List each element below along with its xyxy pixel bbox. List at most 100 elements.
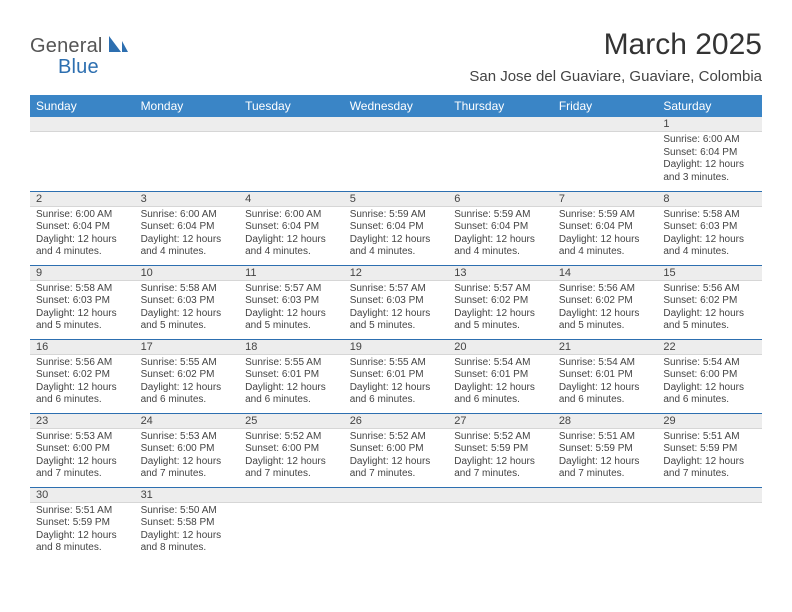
sunset-text: Sunset: 6:02 PM bbox=[559, 295, 652, 308]
day-number: 6 bbox=[448, 192, 553, 207]
sunset-text: Sunset: 5:59 PM bbox=[559, 443, 652, 456]
sunset-text: Sunset: 6:04 PM bbox=[559, 221, 652, 234]
day-data: Sunrise: 5:53 AMSunset: 6:00 PMDaylight:… bbox=[30, 429, 135, 484]
sunset-text: Sunset: 6:01 PM bbox=[559, 369, 652, 382]
day-number bbox=[448, 117, 553, 132]
weekday-header: Thursday bbox=[448, 95, 553, 117]
day-data: Sunrise: 6:00 AMSunset: 6:04 PMDaylight:… bbox=[239, 207, 344, 262]
daylight-text: Daylight: 12 hours and 5 minutes. bbox=[663, 308, 756, 333]
day-data: Sunrise: 5:50 AMSunset: 5:58 PMDaylight:… bbox=[135, 503, 240, 558]
sunrise-text: Sunrise: 5:59 AM bbox=[454, 209, 547, 222]
logo-text-general: General bbox=[30, 35, 103, 58]
sunrise-text: Sunrise: 5:56 AM bbox=[663, 283, 756, 296]
day-data: Sunrise: 5:57 AMSunset: 6:03 PMDaylight:… bbox=[239, 281, 344, 336]
day-data: Sunrise: 5:58 AMSunset: 6:03 PMDaylight:… bbox=[30, 281, 135, 336]
logo-text-blue: Blue bbox=[58, 56, 99, 78]
day-number: 25 bbox=[239, 414, 344, 429]
day-number: 31 bbox=[135, 488, 240, 503]
day-number: 17 bbox=[135, 340, 240, 355]
calendar-cell: 8Sunrise: 5:58 AMSunset: 6:03 PMDaylight… bbox=[657, 191, 762, 265]
sunrise-text: Sunrise: 5:51 AM bbox=[663, 431, 756, 444]
day-number: 19 bbox=[344, 340, 449, 355]
day-number bbox=[553, 488, 658, 503]
sunset-text: Sunset: 6:04 PM bbox=[36, 221, 129, 234]
calendar-cell: 22Sunrise: 5:54 AMSunset: 6:00 PMDayligh… bbox=[657, 339, 762, 413]
day-number bbox=[239, 117, 344, 132]
day-number: 23 bbox=[30, 414, 135, 429]
calendar-table: SundayMondayTuesdayWednesdayThursdayFrid… bbox=[30, 95, 762, 561]
day-data: Sunrise: 6:00 AMSunset: 6:04 PMDaylight:… bbox=[30, 207, 135, 262]
calendar-cell: 24Sunrise: 5:53 AMSunset: 6:00 PMDayligh… bbox=[135, 413, 240, 487]
day-number: 20 bbox=[448, 340, 553, 355]
day-number bbox=[553, 117, 658, 132]
day-number bbox=[135, 117, 240, 132]
calendar-cell: 12Sunrise: 5:57 AMSunset: 6:03 PMDayligh… bbox=[344, 265, 449, 339]
month-title: March 2025 bbox=[469, 28, 762, 62]
day-number: 11 bbox=[239, 266, 344, 281]
day-number bbox=[239, 488, 344, 503]
sunrise-text: Sunrise: 5:52 AM bbox=[245, 431, 338, 444]
daylight-text: Daylight: 12 hours and 7 minutes. bbox=[350, 456, 443, 481]
calendar-cell: 23Sunrise: 5:53 AMSunset: 6:00 PMDayligh… bbox=[30, 413, 135, 487]
daylight-text: Daylight: 12 hours and 5 minutes. bbox=[36, 308, 129, 333]
sunset-text: Sunset: 6:04 PM bbox=[245, 221, 338, 234]
daylight-text: Daylight: 12 hours and 6 minutes. bbox=[141, 382, 234, 407]
calendar-cell: 18Sunrise: 5:55 AMSunset: 6:01 PMDayligh… bbox=[239, 339, 344, 413]
calendar-week-row: 1Sunrise: 6:00 AMSunset: 6:04 PMDaylight… bbox=[30, 117, 762, 191]
calendar-week-row: 23Sunrise: 5:53 AMSunset: 6:00 PMDayligh… bbox=[30, 413, 762, 487]
day-data: Sunrise: 5:59 AMSunset: 6:04 PMDaylight:… bbox=[553, 207, 658, 262]
sunrise-text: Sunrise: 6:00 AM bbox=[141, 209, 234, 222]
day-data: Sunrise: 5:56 AMSunset: 6:02 PMDaylight:… bbox=[657, 281, 762, 336]
sunrise-text: Sunrise: 5:51 AM bbox=[36, 505, 129, 518]
day-number: 15 bbox=[657, 266, 762, 281]
day-number bbox=[344, 488, 449, 503]
daylight-text: Daylight: 12 hours and 4 minutes. bbox=[559, 234, 652, 259]
sunset-text: Sunset: 6:01 PM bbox=[454, 369, 547, 382]
day-number: 2 bbox=[30, 192, 135, 207]
calendar-cell: 29Sunrise: 5:51 AMSunset: 5:59 PMDayligh… bbox=[657, 413, 762, 487]
weekday-header: Friday bbox=[553, 95, 658, 117]
sunrise-text: Sunrise: 5:58 AM bbox=[141, 283, 234, 296]
day-number: 3 bbox=[135, 192, 240, 207]
daylight-text: Daylight: 12 hours and 4 minutes. bbox=[350, 234, 443, 259]
sunrise-text: Sunrise: 6:00 AM bbox=[245, 209, 338, 222]
day-data: Sunrise: 5:55 AMSunset: 6:02 PMDaylight:… bbox=[135, 355, 240, 410]
day-number: 8 bbox=[657, 192, 762, 207]
daylight-text: Daylight: 12 hours and 5 minutes. bbox=[245, 308, 338, 333]
day-data: Sunrise: 5:56 AMSunset: 6:02 PMDaylight:… bbox=[30, 355, 135, 410]
sunrise-text: Sunrise: 5:57 AM bbox=[454, 283, 547, 296]
daylight-text: Daylight: 12 hours and 5 minutes. bbox=[559, 308, 652, 333]
calendar-cell: 5Sunrise: 5:59 AMSunset: 6:04 PMDaylight… bbox=[344, 191, 449, 265]
day-data: Sunrise: 6:00 AMSunset: 6:04 PMDaylight:… bbox=[657, 132, 762, 187]
sunrise-text: Sunrise: 5:52 AM bbox=[454, 431, 547, 444]
day-number: 21 bbox=[553, 340, 658, 355]
calendar-cell: 30Sunrise: 5:51 AMSunset: 5:59 PMDayligh… bbox=[30, 487, 135, 561]
sunset-text: Sunset: 6:03 PM bbox=[245, 295, 338, 308]
calendar-cell bbox=[344, 117, 449, 191]
calendar-cell bbox=[135, 117, 240, 191]
daylight-text: Daylight: 12 hours and 7 minutes. bbox=[245, 456, 338, 481]
sunset-text: Sunset: 6:02 PM bbox=[663, 295, 756, 308]
sunset-text: Sunset: 6:00 PM bbox=[663, 369, 756, 382]
sunset-text: Sunset: 6:00 PM bbox=[36, 443, 129, 456]
daylight-text: Daylight: 12 hours and 6 minutes. bbox=[559, 382, 652, 407]
sunrise-text: Sunrise: 5:56 AM bbox=[559, 283, 652, 296]
sunrise-text: Sunrise: 5:54 AM bbox=[454, 357, 547, 370]
sunrise-text: Sunrise: 5:56 AM bbox=[36, 357, 129, 370]
calendar-header-row: SundayMondayTuesdayWednesdayThursdayFrid… bbox=[30, 95, 762, 117]
day-data: Sunrise: 5:53 AMSunset: 6:00 PMDaylight:… bbox=[135, 429, 240, 484]
sunrise-text: Sunrise: 5:55 AM bbox=[350, 357, 443, 370]
logo-subtext-wrap: Blue bbox=[30, 56, 99, 79]
sunset-text: Sunset: 6:01 PM bbox=[350, 369, 443, 382]
daylight-text: Daylight: 12 hours and 4 minutes. bbox=[141, 234, 234, 259]
calendar-week-row: 2Sunrise: 6:00 AMSunset: 6:04 PMDaylight… bbox=[30, 191, 762, 265]
weekday-header: Saturday bbox=[657, 95, 762, 117]
day-number: 26 bbox=[344, 414, 449, 429]
sunset-text: Sunset: 6:04 PM bbox=[141, 221, 234, 234]
weekday-header: Monday bbox=[135, 95, 240, 117]
day-number: 4 bbox=[239, 192, 344, 207]
calendar-cell: 28Sunrise: 5:51 AMSunset: 5:59 PMDayligh… bbox=[553, 413, 658, 487]
day-number: 24 bbox=[135, 414, 240, 429]
sunset-text: Sunset: 6:04 PM bbox=[350, 221, 443, 234]
daylight-text: Daylight: 12 hours and 8 minutes. bbox=[141, 530, 234, 555]
